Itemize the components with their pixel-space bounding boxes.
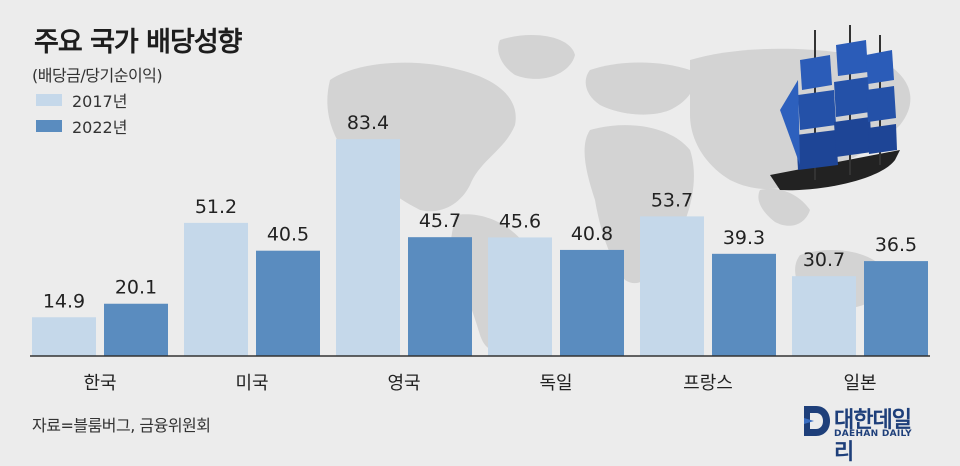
daehan-daily-logo: 대한데일리 DAEHAN DAILY: [800, 402, 930, 465]
data-label-3-series-1: 40.8: [571, 223, 613, 245]
category-label-1: 미국: [235, 373, 268, 394]
legend-swatch-2022: [36, 120, 62, 132]
legend-item-2022: 2022년: [36, 116, 128, 137]
europe-shape: [585, 62, 694, 115]
bars-layer: [32, 139, 928, 356]
legend-label-2017: 2017년: [72, 92, 128, 111]
southeast-asia-shape: [758, 188, 810, 226]
legend-item-2017: 2017년: [36, 90, 128, 111]
bar-5-series-0: [792, 276, 856, 356]
data-label-4-series-1: 39.3: [723, 227, 765, 249]
bar-1-series-0: [184, 222, 248, 356]
logo-mark-icon: [804, 406, 830, 436]
data-label-4-series-0: 53.7: [651, 189, 693, 211]
bar-2-series-1: [408, 237, 472, 356]
bar-5-series-1: [864, 261, 928, 356]
greenland-shape: [498, 35, 575, 79]
data-label-5-series-1: 36.5: [875, 234, 917, 256]
category-label-3: 독일: [539, 373, 572, 394]
data-label-3-series-0: 45.6: [499, 210, 541, 232]
bar-3-series-1: [560, 249, 624, 356]
bar-1-series-1: [256, 250, 320, 356]
category-label-4: 프랑스: [683, 373, 733, 394]
source-note: 자료=블룸버그, 금융위원회: [32, 416, 211, 435]
data-label-5-series-0: 30.7: [803, 249, 845, 271]
chart-subtitle: (배당금/당기순이익): [32, 66, 163, 85]
data-label-2-series-0: 83.4: [347, 112, 389, 134]
sailing-ship-illustration: [770, 25, 900, 191]
category-label-0: 한국: [83, 373, 116, 394]
bar-0-series-1: [104, 303, 168, 356]
logo-name: 대한데일리: [834, 408, 912, 465]
category-label-2: 영국: [387, 373, 420, 394]
logo-subtitle: DAEHAN DAILY: [834, 429, 912, 439]
bar-4-series-1: [712, 253, 776, 356]
category-label-5: 일본: [843, 373, 876, 394]
bar-4-series-0: [640, 216, 704, 356]
bar-3-series-0: [488, 237, 552, 356]
data-label-0-series-1: 20.1: [115, 277, 157, 299]
category-labels-layer: 한국 미국 영국 독일 프랑스 일본: [83, 373, 876, 394]
data-label-2-series-1: 45.7: [419, 210, 461, 232]
bar-0-series-0: [32, 317, 96, 356]
bar-2-series-0: [336, 139, 400, 356]
chart-title: 주요 국가 배당성향: [34, 27, 243, 58]
data-labels-layer: 14.9 20.1 51.2 40.5 83.4 45.7 45.6 40.8 53.7 39.3…: [43, 112, 917, 312]
legend-swatch-2017: [36, 94, 62, 106]
legend-label-2022: 2022년: [72, 118, 128, 137]
data-label-1-series-1: 40.5: [267, 224, 309, 246]
data-label-1-series-0: 51.2: [195, 196, 237, 218]
data-label-0-series-0: 14.9: [43, 290, 85, 312]
